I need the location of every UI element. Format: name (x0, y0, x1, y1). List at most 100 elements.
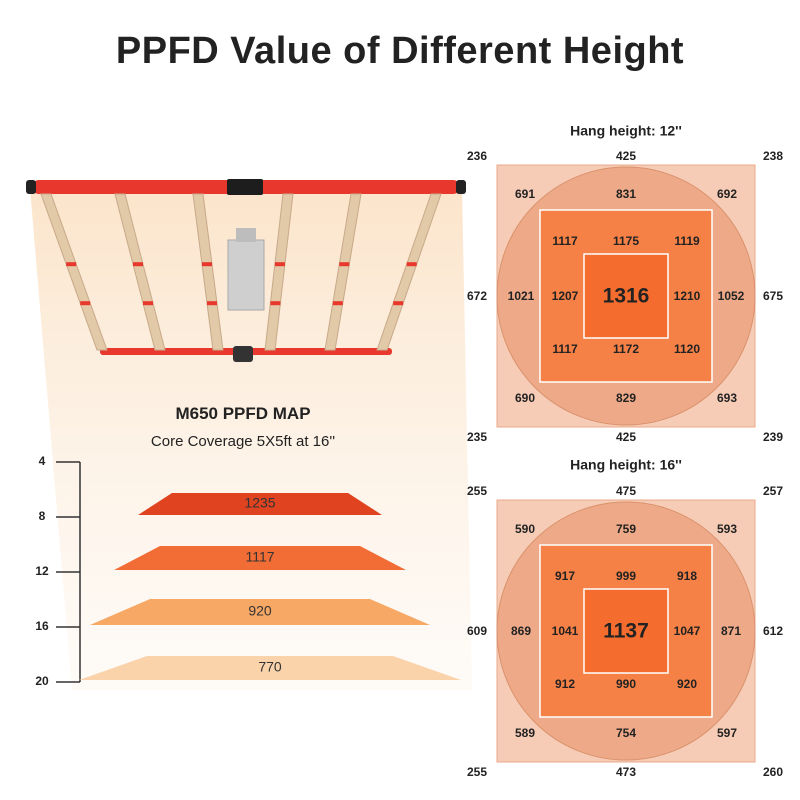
slice-value: 1235 (244, 495, 275, 511)
height-slice (79, 656, 461, 680)
ring-value: 829 (616, 391, 636, 405)
center-value: 1316 (603, 285, 650, 308)
ring-value: 759 (616, 522, 636, 536)
scale-tick-label: 4 (39, 454, 46, 468)
scale-tick-label: 16 (35, 619, 49, 633)
led-bar (40, 193, 108, 351)
core-value: 1175 (613, 234, 639, 248)
scale-tick-label: 12 (35, 564, 49, 578)
edge-value: 675 (763, 289, 783, 303)
edge-value: 425 (616, 430, 636, 444)
ring-value: 871 (721, 624, 741, 638)
led-bar (324, 193, 362, 351)
core-value: 920 (677, 677, 697, 691)
ring-value: 1052 (718, 289, 745, 303)
core-value: 999 (616, 569, 636, 583)
height-slice (90, 599, 430, 625)
corner-value: 236 (467, 149, 487, 163)
bottom-connector (233, 346, 253, 362)
corner-value: 238 (763, 149, 783, 163)
end-cap-right (456, 180, 466, 194)
edge-value: 425 (616, 149, 636, 163)
slice-value: 770 (258, 659, 282, 675)
core-value: 912 (555, 677, 575, 691)
corner-value: 260 (763, 765, 783, 779)
core-value: 1041 (552, 624, 579, 638)
ring-value: 597 (717, 726, 737, 740)
grow-light-fixture (26, 179, 466, 362)
ppfd-maps: Hang height: 12'' 236 238 235 239 425 425 672 67… (467, 123, 783, 779)
core-value: 1207 (552, 289, 579, 303)
hang-height-label: Hang height: 12'' (570, 123, 682, 139)
ring-value: 692 (717, 187, 737, 201)
edge-value: 672 (467, 289, 487, 303)
corner-value: 239 (763, 430, 783, 444)
height-slice (114, 546, 406, 570)
core-value: 1117 (552, 342, 578, 356)
core-value: 1120 (674, 342, 700, 356)
edge-value: 609 (467, 624, 487, 638)
coverage-text: Core Coverage 5X5ft at 16'' (151, 433, 335, 450)
led-bar-clip (66, 262, 77, 267)
ring-value: 691 (515, 187, 535, 201)
core-value: 990 (616, 677, 636, 691)
center-square (583, 253, 669, 339)
core-value: 1119 (674, 234, 700, 248)
led-bar (114, 193, 166, 351)
height-scale: 4 8 12 16 20 1235 1117 920 770 (35, 454, 461, 688)
led-bar-clip (202, 262, 212, 267)
map-title: M650 PPFD MAP (175, 404, 310, 423)
core-value: 1047 (674, 624, 701, 638)
corner-value: 255 (467, 484, 487, 498)
ring-value: 690 (515, 391, 535, 405)
slice-value: 1117 (245, 549, 274, 565)
led-bar-clip (143, 301, 153, 306)
ppfd-map: Hang height: 12'' 236 238 235 239 425 425 672 67… (467, 123, 783, 444)
led-bar-clip (270, 301, 281, 306)
hang-height-label: Hang height: 16'' (570, 457, 682, 473)
ring-value: 754 (616, 726, 636, 740)
led-bar-clip (274, 262, 285, 267)
slice-value: 920 (248, 603, 272, 619)
edge-value: 612 (763, 624, 783, 638)
ring-value: 831 (616, 187, 636, 201)
power-driver (227, 239, 265, 311)
end-cap-left (26, 180, 36, 194)
led-bar-clip (133, 262, 143, 267)
corner-value: 235 (467, 430, 487, 444)
ring-value: 593 (717, 522, 737, 536)
ring-value: 869 (511, 624, 531, 638)
height-slice (138, 493, 382, 515)
edge-value: 473 (616, 765, 636, 779)
ring-value: 693 (717, 391, 737, 405)
led-bar (376, 193, 442, 351)
core-value: 1172 (613, 342, 639, 356)
core-value: 1117 (552, 234, 578, 248)
led-bar (192, 193, 224, 351)
ppfd-map: Hang height: 16'' 255 257 255 260 475 473 609 61… (467, 457, 783, 779)
ring-value: 590 (515, 522, 535, 536)
center-square (583, 588, 669, 674)
ring-value: 589 (515, 726, 535, 740)
core-value: 918 (677, 569, 697, 583)
led-bar-clip (393, 301, 404, 306)
driver-bracket (236, 228, 256, 242)
page-title: PPFD Value of Different Height (115, 30, 685, 72)
led-bar-clip (339, 262, 350, 267)
ring-value: 1021 (508, 289, 535, 303)
center-value: 1137 (603, 620, 649, 643)
led-bar-clip (406, 262, 417, 267)
led-bar-clip (332, 301, 343, 306)
driver-mount (227, 179, 263, 195)
edge-value: 475 (616, 484, 636, 498)
core-value: 1210 (674, 289, 701, 303)
scale-tick-label: 20 (35, 674, 49, 688)
core-value: 917 (555, 569, 575, 583)
led-bar-clip (207, 301, 217, 306)
scale-tick-label: 8 (39, 509, 46, 523)
led-bar-clip (80, 301, 91, 306)
corner-value: 255 (467, 765, 487, 779)
led-bar (264, 193, 294, 351)
corner-value: 257 (763, 484, 783, 498)
